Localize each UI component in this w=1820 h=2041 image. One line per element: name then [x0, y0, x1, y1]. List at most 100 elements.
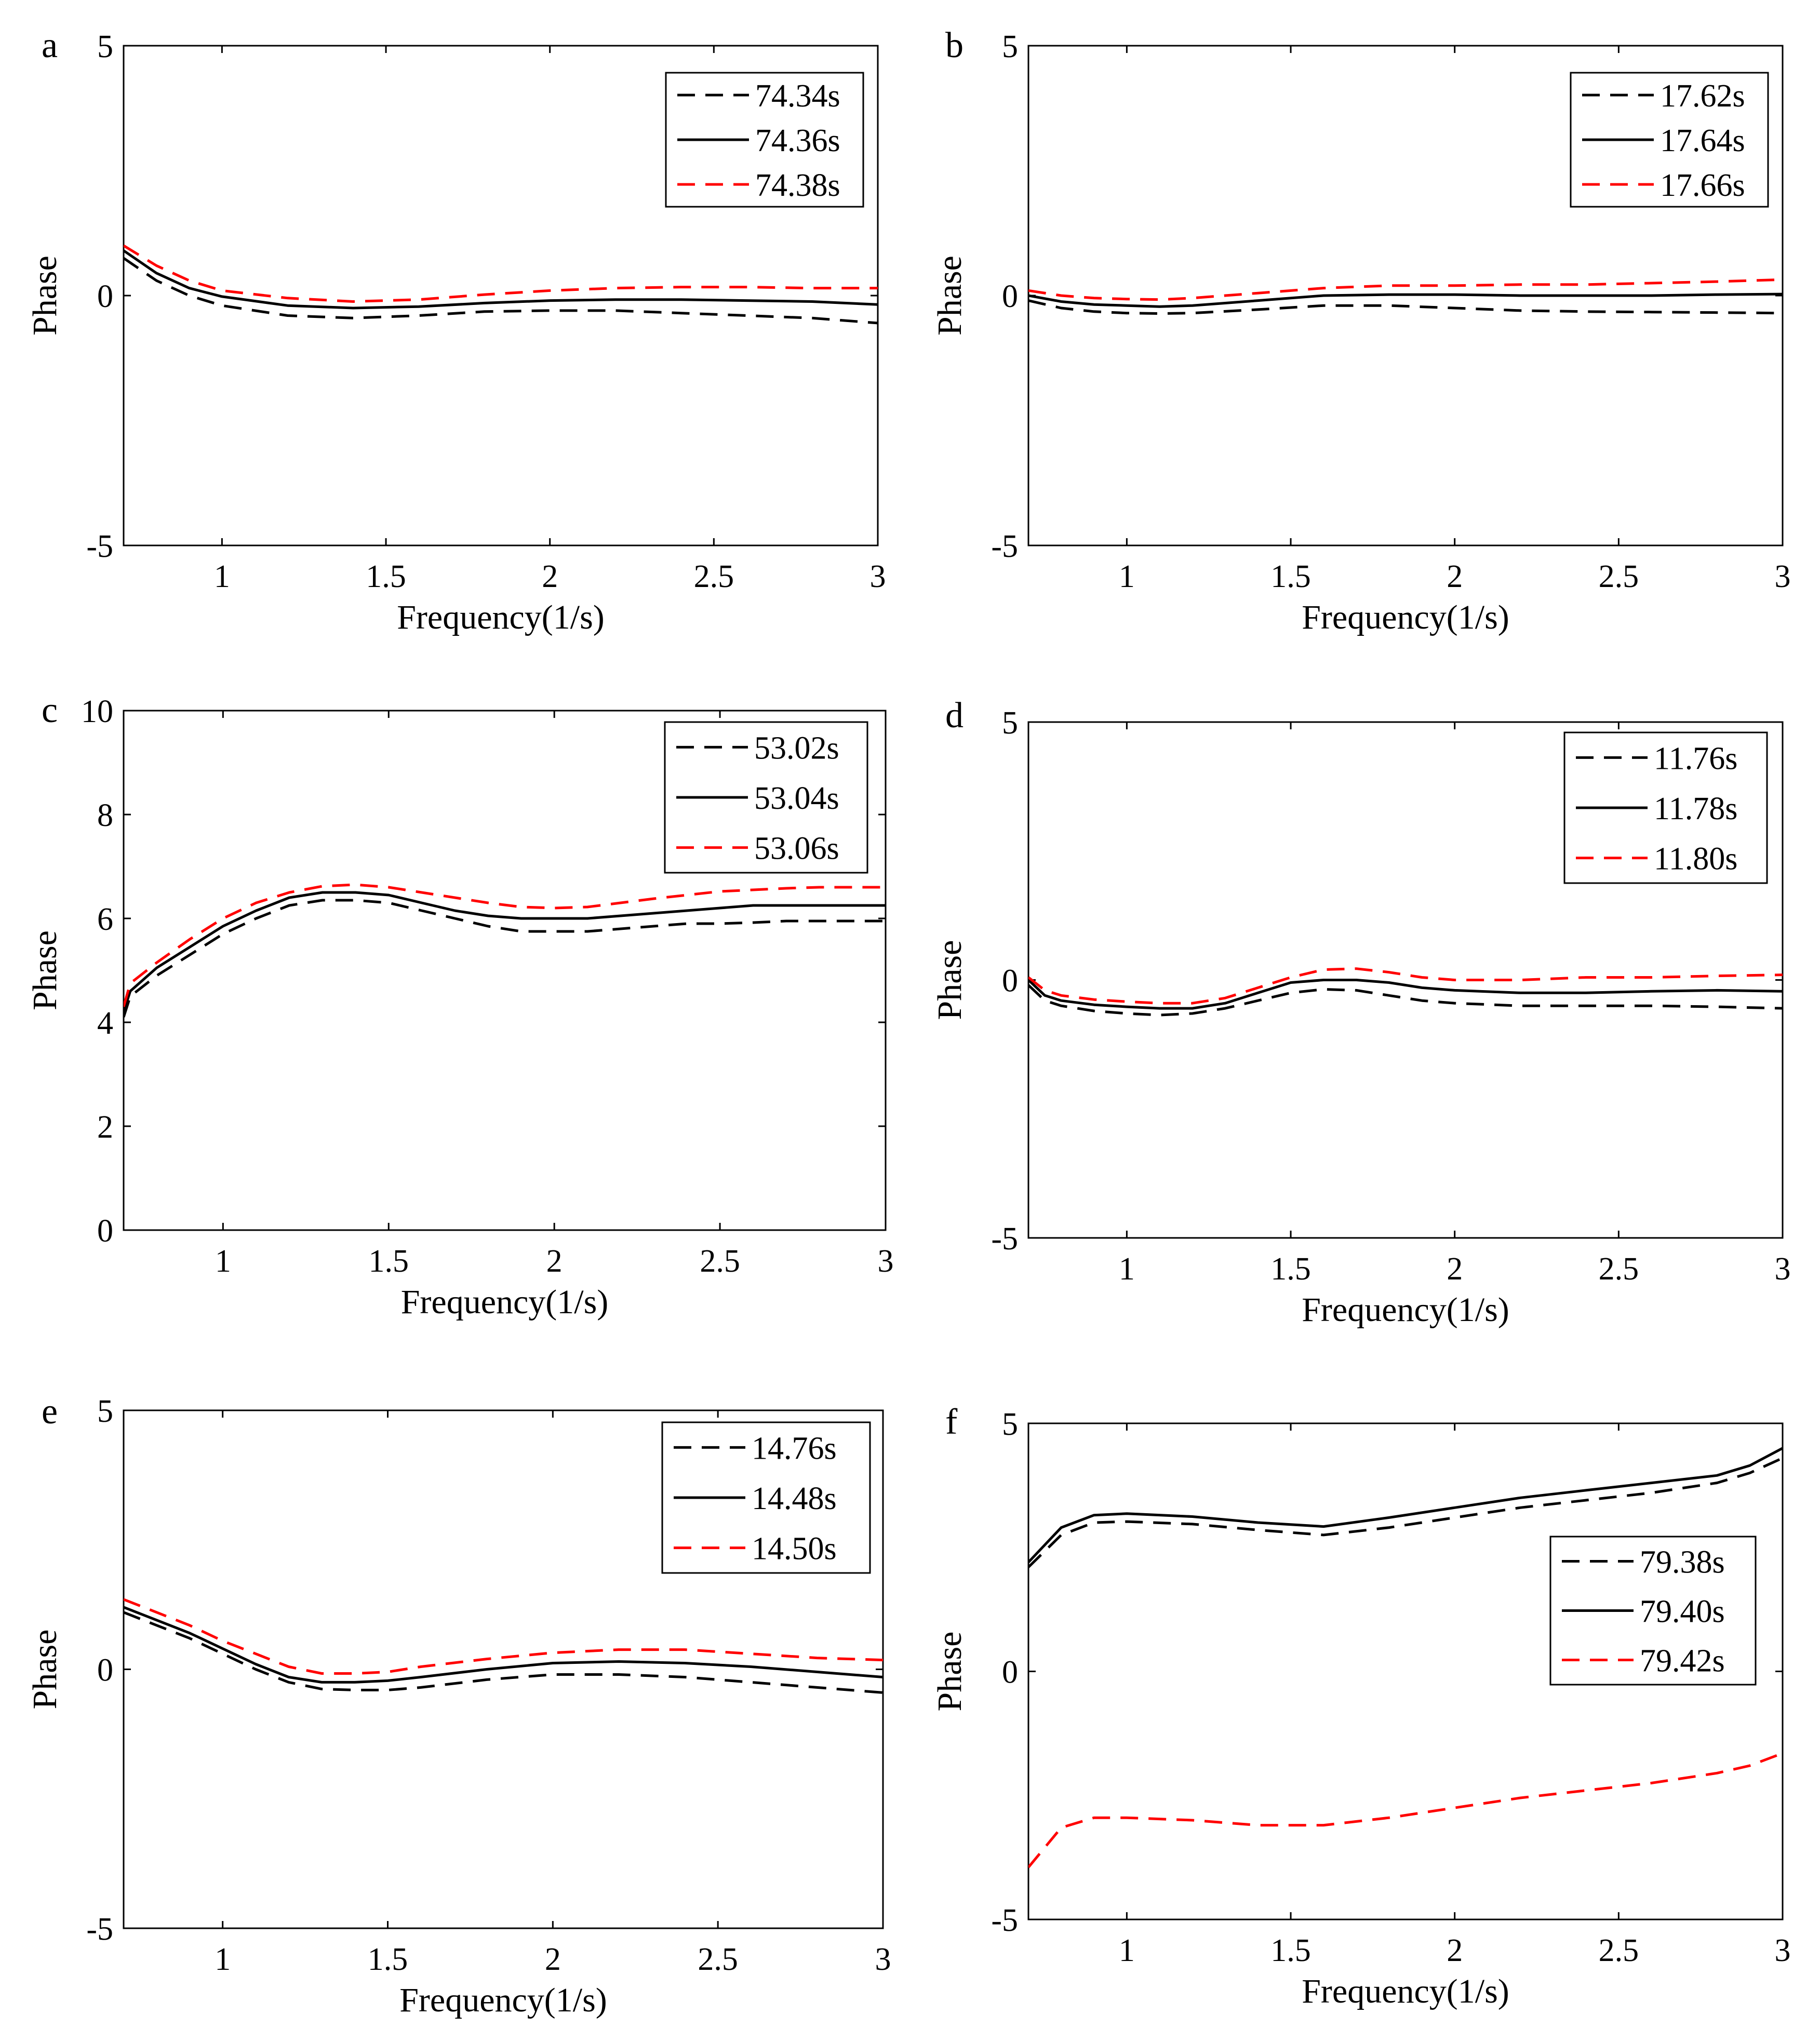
x-tick-label: 1.5 — [368, 1942, 408, 1977]
y-axis-label: Phase — [26, 930, 64, 1010]
x-tick-label: 1 — [214, 559, 230, 594]
legend-entry-label: 74.34s — [755, 78, 840, 114]
x-tick-label: 2.5 — [1599, 1933, 1639, 1968]
x-tick-label: 2.5 — [700, 1244, 740, 1279]
legend-entry-label: 79.42s — [1640, 1644, 1725, 1679]
legend-entry-label: 17.62s — [1660, 78, 1745, 114]
series-line-17.64s — [1028, 292, 1783, 308]
x-tick-label: 1.5 — [369, 1244, 409, 1279]
series-line-53.04s — [124, 891, 886, 1012]
x-tick-label: 1.5 — [1270, 1933, 1311, 1968]
y-tick-label: 5 — [97, 1394, 113, 1429]
series-line-14.50s — [124, 1598, 883, 1675]
y-tick-label: 4 — [97, 1006, 113, 1041]
y-tick-label: 0 — [97, 1213, 113, 1249]
y-tick-label: -5 — [991, 1221, 1018, 1257]
legend-entry-label: 14.50s — [752, 1531, 837, 1567]
series-line-14.76s — [124, 1611, 883, 1694]
legend-entry-label: 53.04s — [754, 781, 839, 816]
x-tick-label: 3 — [1775, 1933, 1791, 1968]
x-tick-label: 3 — [878, 1244, 894, 1279]
legend-entry-label: 74.36s — [755, 123, 840, 158]
series-line-79.40s — [1028, 1447, 1783, 1564]
legend-entry-label: 79.38s — [1640, 1545, 1725, 1580]
legend-entry-label: 11.80s — [1654, 842, 1737, 877]
y-axis-label: Phase — [26, 256, 64, 336]
y-axis-label: Phase — [931, 940, 969, 1020]
series-line-53.06s — [124, 883, 886, 1007]
chart-panel-b: 1 1.5 2 2.5 3 -5 0 5 Frequency(1/s) Phase b 17.62s 1… — [931, 25, 1791, 636]
series-line-14.48s — [124, 1606, 883, 1684]
y-axis-label: Phase — [931, 256, 969, 336]
legend-entry-label: 11.76s — [1654, 741, 1737, 776]
legend-entry-label: 17.64s — [1660, 123, 1745, 158]
series-line-11.78s — [1028, 979, 1783, 1010]
x-tick-label: 3 — [875, 1942, 891, 1977]
series-line-74.36s — [124, 249, 878, 310]
panel-label: c — [42, 690, 58, 730]
x-axis-label: Frequency(1/s) — [401, 1283, 609, 1321]
x-tick-label: 2.5 — [1599, 1251, 1639, 1287]
y-tick-label: 0 — [1002, 964, 1018, 999]
x-tick-label: 2 — [1447, 559, 1463, 594]
legend-entry-label: 14.48s — [752, 1481, 837, 1516]
chart-panel-c: 1 1.5 2 2.5 3 0 2 4 6 8 10 Frequency(1/s) Phase c 53.0… — [26, 690, 894, 1321]
x-tick-label: 3 — [870, 559, 886, 594]
series-line-17.66s — [1028, 278, 1783, 301]
y-tick-label: -5 — [991, 1903, 1018, 1938]
series-line-17.62s — [1028, 299, 1783, 315]
x-tick-label: 1 — [215, 1942, 231, 1977]
x-tick-label: 1.5 — [1270, 1251, 1311, 1287]
series-line-11.76s — [1028, 984, 1783, 1017]
series-line-74.34s — [124, 257, 878, 325]
y-tick-label: -5 — [86, 529, 113, 564]
x-tick-label: 2 — [546, 1244, 563, 1279]
x-axis-label: Frequency(1/s) — [1302, 598, 1509, 636]
y-tick-label: 5 — [1002, 1407, 1018, 1442]
y-tick-label: 0 — [97, 1653, 113, 1688]
y-tick-label: 0 — [97, 279, 113, 314]
x-axis-label: Frequency(1/s) — [1302, 1972, 1509, 2010]
x-axis-label: Frequency(1/s) — [1302, 1291, 1509, 1329]
x-tick-label: 1 — [1119, 1933, 1135, 1968]
chart-panel-a: 1 1.5 2 2.5 3 -5 0 5 Frequency(1/s) Phase a 74.34s 7… — [26, 25, 886, 636]
y-axis-label: Phase — [931, 1632, 969, 1712]
y-tick-label: 5 — [1002, 29, 1018, 64]
y-tick-label: 5 — [97, 29, 113, 64]
plot-area-frame — [123, 710, 887, 1231]
y-tick-label: 0 — [1002, 279, 1018, 314]
series-line-74.38s — [124, 244, 878, 303]
panel-label: d — [945, 696, 963, 736]
x-tick-label: 2 — [1447, 1251, 1463, 1287]
x-tick-label: 2 — [542, 559, 558, 594]
legend-entry-label: 74.38s — [755, 168, 840, 203]
y-tick-label: -5 — [991, 529, 1018, 564]
x-axis-label: Frequency(1/s) — [399, 1981, 607, 2019]
x-tick-label: 3 — [1775, 1251, 1791, 1287]
legend-entry-label: 53.02s — [754, 730, 839, 766]
x-axis-label: Frequency(1/s) — [397, 598, 605, 636]
y-tick-label: 5 — [1002, 705, 1018, 741]
y-axis-label: Phase — [26, 1630, 64, 1710]
x-tick-label: 2 — [545, 1942, 561, 1977]
series-line-11.80s — [1028, 967, 1783, 1005]
panel-label: e — [42, 1392, 58, 1432]
y-tick-label: 2 — [97, 1110, 113, 1145]
legend-entry-label: 79.40s — [1640, 1594, 1725, 1630]
y-tick-label: -5 — [86, 1912, 113, 1947]
legend-entry-label: 14.76s — [752, 1431, 837, 1466]
legend-entry-label: 11.78s — [1654, 791, 1737, 826]
x-tick-label: 2.5 — [694, 559, 734, 594]
x-tick-label: 2 — [1447, 1933, 1463, 1968]
panel-label: a — [42, 25, 58, 65]
x-tick-label: 1.5 — [366, 559, 406, 594]
chart-panel-f: 1 1.5 2 2.5 3 -5 0 5 Frequency(1/s) Phase f 79.38s 7… — [931, 1402, 1791, 2010]
panel-label: b — [945, 25, 963, 65]
x-tick-label: 2.5 — [1599, 559, 1639, 594]
x-tick-label: 1.5 — [1270, 559, 1311, 594]
y-tick-label: 10 — [81, 694, 113, 729]
legend-entry-label: 53.06s — [754, 831, 839, 866]
chart-panel-e: 1 1.5 2 2.5 3 -5 0 5 Frequency(1/s) Phase e 14.76s 1… — [26, 1392, 891, 2019]
